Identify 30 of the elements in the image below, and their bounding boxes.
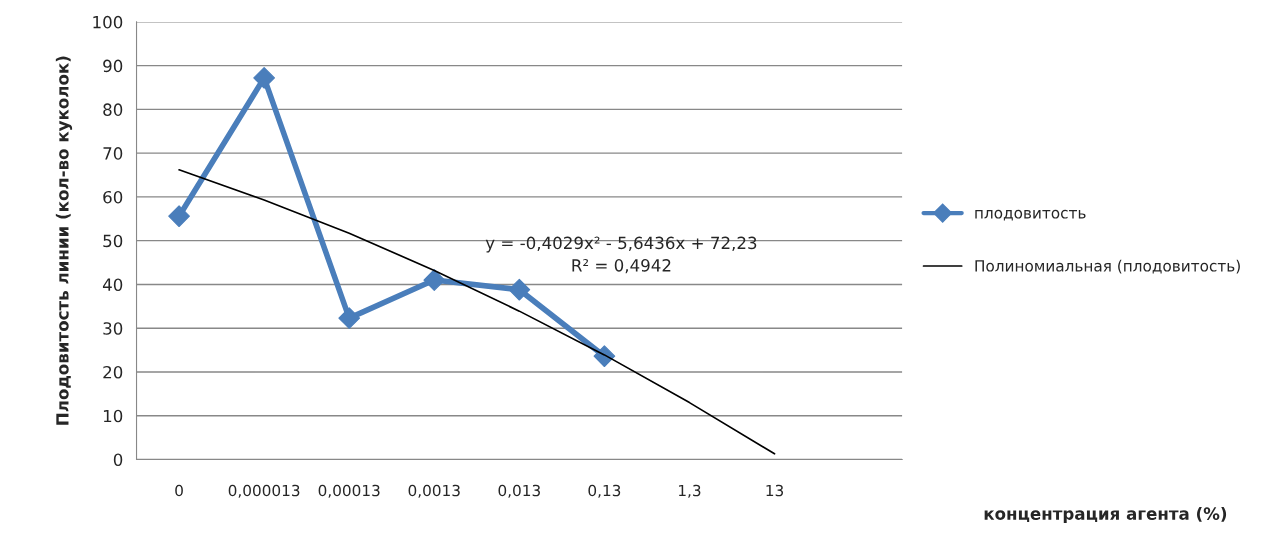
point xyxy=(253,67,276,89)
y-tick-label: 60 xyxy=(103,190,123,204)
y-tick-label: 0 xyxy=(113,453,123,467)
point xyxy=(338,307,361,330)
y-tick-label: 10 xyxy=(103,409,123,423)
point xyxy=(423,269,446,291)
y-tick-label: 20 xyxy=(103,365,123,379)
y-tick-label: 30 xyxy=(103,322,123,335)
x-tick-label: 0 xyxy=(175,484,183,497)
point xyxy=(508,278,531,301)
y-axis-title: Плодовитость линии (кол-во куколок) xyxy=(55,56,73,425)
x-tick-label: 0,000013 xyxy=(228,484,300,498)
x-tick-label: 0,013 xyxy=(498,484,540,498)
x-tick-label: 1,3 xyxy=(679,484,701,498)
annotation: y = -0,4029x² - 5,6436x + 72,23 R² = 0,4942 xyxy=(485,236,757,274)
y-tick-label: 100 xyxy=(93,15,123,29)
y-tick-label: 40 xyxy=(102,278,123,292)
y-tick-label: 50 xyxy=(103,234,123,248)
line-series xyxy=(178,168,776,455)
y-tick-label: 90 xyxy=(103,59,123,73)
x-tick-label: 0,13 xyxy=(588,484,621,498)
x-tick-label: 13 xyxy=(766,484,784,497)
x-axis-title: концентрация агента (%) xyxy=(984,507,1227,524)
y-tick-label: 80 xyxy=(103,103,123,116)
x-tick-label: 0,0013 xyxy=(408,484,460,498)
legend-label: Полиномиальная (плодовитость) xyxy=(975,259,1240,274)
x-tick-label: 0,00013 xyxy=(318,484,380,498)
y-tick-label: 70 xyxy=(103,147,123,160)
legend-label: плодовитость xyxy=(975,209,1086,221)
point xyxy=(168,205,190,228)
